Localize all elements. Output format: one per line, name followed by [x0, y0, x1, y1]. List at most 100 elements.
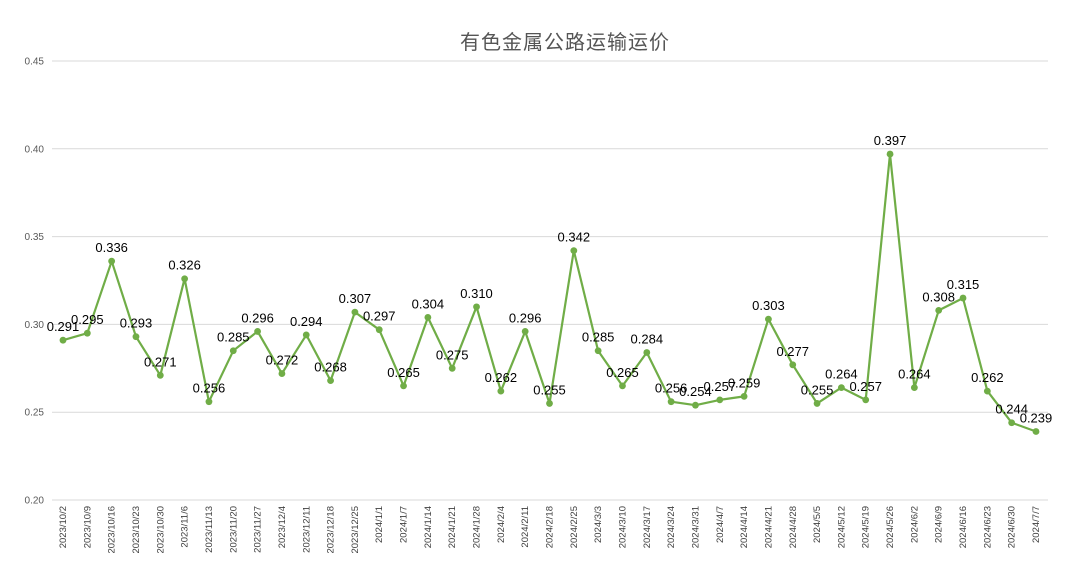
x-tick-label: 2024/3/17 [642, 506, 653, 548]
x-tick-label: 2024/6/23 [982, 506, 993, 548]
x-tick-label: 2024/1/14 [423, 506, 434, 548]
data-point [497, 387, 505, 395]
data-point [278, 370, 286, 377]
x-tick-label: 2024/1/21 [447, 506, 458, 548]
x-tick-label: 2023/10/9 [82, 506, 93, 548]
data-point [862, 396, 870, 404]
data-label: 0.275 [436, 347, 469, 362]
data-label: 0.262 [485, 370, 518, 385]
data-label: 0.308 [922, 289, 955, 304]
data-point [716, 396, 724, 404]
x-tick-label: 2024/6/2 [909, 506, 920, 543]
data-label: 0.277 [776, 344, 809, 359]
data-label: 0.310 [460, 286, 493, 301]
data-label: 0.285 [582, 330, 615, 345]
chart-title: 有色金属公路运输运价 [460, 30, 670, 54]
data-label: 0.271 [144, 354, 177, 369]
data-point [1032, 428, 1040, 435]
data-point-layer [59, 150, 1040, 435]
data-point [935, 306, 943, 314]
x-tick-label: 2023/12/4 [277, 506, 288, 548]
y-axis-ticks: 0.20 0.25 0.30 0.35 0.40 0.45 [25, 57, 45, 507]
data-label: 0.315 [947, 277, 980, 292]
x-tick-label: 2023/12/11 [301, 506, 312, 553]
data-label: 0.254 [679, 384, 712, 399]
x-axis-ticks: 2023/10/2 2023/10/9 2023/10/16 2023/10/23 20… [58, 506, 1042, 554]
data-label: 0.264 [825, 367, 858, 382]
data-point [132, 333, 140, 341]
data-point [983, 387, 991, 395]
y-tick-label: 0.30 [25, 320, 45, 331]
data-point [302, 331, 310, 339]
x-tick-label: 2023/12/18 [326, 506, 337, 554]
x-tick-label: 2023/10/30 [155, 506, 166, 554]
x-tick-label: 2024/1/7 [399, 506, 410, 543]
x-tick-label: 2024/1/28 [472, 506, 483, 548]
x-tick-label: 2024/5/5 [812, 506, 823, 543]
data-label: 0.307 [339, 291, 372, 306]
data-label: 0.297 [363, 309, 396, 324]
data-label: 0.303 [752, 298, 785, 313]
x-tick-label: 2024/3/3 [593, 506, 604, 543]
data-point [546, 400, 553, 407]
x-tick-label: 2024/4/21 [763, 506, 774, 548]
data-point [740, 392, 748, 400]
data-point [424, 313, 432, 321]
x-tick-label: 2024/3/24 [666, 506, 677, 548]
x-tick-label: 2023/10/16 [107, 506, 118, 554]
data-point [254, 328, 261, 335]
data-label: 0.342 [558, 230, 591, 245]
data-point [375, 326, 383, 334]
data-point [570, 247, 578, 255]
x-tick-label: 2023/11/13 [204, 506, 215, 553]
x-tick-label: 2024/4/28 [788, 506, 799, 548]
data-point [229, 347, 237, 355]
data-point [181, 275, 189, 283]
data-point [108, 257, 116, 265]
data-point [156, 371, 164, 379]
data-point [765, 315, 772, 323]
data-label: 0.265 [606, 365, 639, 380]
data-label: 0.259 [728, 375, 761, 390]
data-point [838, 384, 845, 392]
x-tick-label: 2024/2/18 [545, 506, 556, 548]
x-tick-label: 2024/4/7 [715, 506, 726, 543]
x-tick-label: 2024/2/25 [569, 506, 580, 548]
x-tick-label: 2024/7/7 [1031, 506, 1042, 543]
data-point [351, 308, 359, 316]
x-tick-label: 2024/6/9 [934, 506, 945, 543]
x-tick-label: 2023/11/20 [228, 506, 239, 553]
data-label: 0.397 [874, 133, 907, 148]
data-label: 0.244 [995, 402, 1028, 417]
data-point [59, 336, 67, 344]
y-tick-label: 0.45 [25, 57, 45, 68]
data-label: 0.284 [631, 331, 664, 346]
data-label: 0.265 [387, 365, 420, 380]
data-label: 0.326 [168, 258, 201, 273]
x-tick-label: 2024/2/4 [496, 506, 507, 543]
x-tick-label: 2024/6/16 [958, 506, 969, 548]
data-point [886, 150, 894, 158]
x-tick-label: 2023/10/23 [131, 506, 142, 554]
data-label: 0.264 [898, 367, 931, 382]
data-point [473, 303, 480, 311]
data-label: 0.257 [704, 379, 737, 394]
x-tick-label: 2024/3/31 [690, 506, 701, 548]
x-tick-label: 2023/11/6 [180, 506, 191, 548]
y-tick-label: 0.25 [25, 408, 45, 419]
x-tick-label: 2024/2/11 [520, 506, 531, 548]
data-point [667, 398, 675, 406]
y-tick-label: 0.40 [25, 144, 45, 155]
x-tick-label: 2023/11/27 [253, 506, 264, 553]
y-tick-label: 0.20 [25, 496, 45, 507]
data-point [910, 384, 918, 392]
data-point [619, 382, 626, 390]
x-tick-label: 2024/1/1 [374, 506, 385, 543]
x-tick-label: 2024/5/26 [885, 506, 896, 548]
data-label: 0.295 [71, 312, 104, 327]
data-point [643, 349, 651, 356]
data-label: 0.336 [95, 240, 128, 255]
